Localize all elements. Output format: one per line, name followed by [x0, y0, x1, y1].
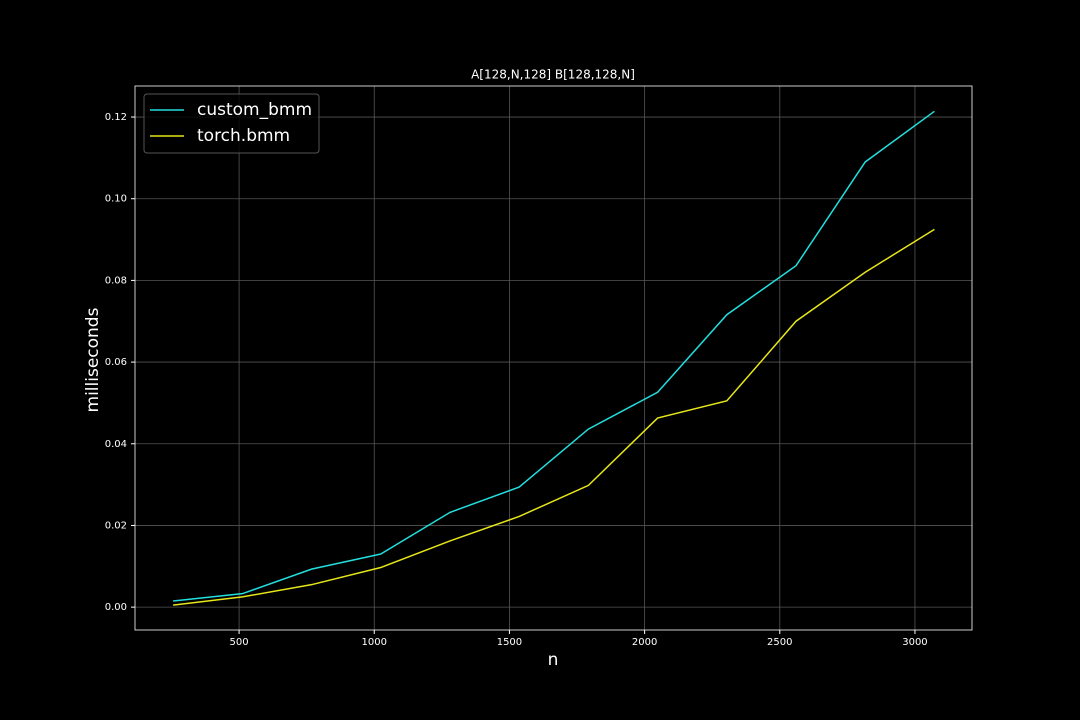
y-tick-label: 0.02 — [105, 520, 127, 531]
x-axis-label: n — [548, 650, 559, 670]
y-tick-label: 0.04 — [105, 439, 127, 450]
legend-box — [143, 93, 320, 154]
y-tick-label: 0.08 — [105, 275, 127, 286]
series-line — [173, 228, 935, 606]
legend-label: torch.bmm — [197, 126, 290, 146]
x-tick-label: 2500 — [767, 637, 792, 648]
y-axis-label: milliseconds — [83, 307, 103, 412]
series-line — [173, 110, 935, 602]
plot-frame — [134, 85, 973, 631]
y-tick-label: 0.12 — [105, 112, 127, 123]
y-tick-label: 0.10 — [105, 194, 127, 205]
x-tick-label: 1500 — [497, 637, 522, 648]
chart-title: A[128,N,128] B[128,128,N] — [471, 68, 635, 82]
x-tick-label: 2000 — [632, 637, 657, 648]
x-tick-label: 1000 — [362, 637, 387, 648]
x-tick-label: 3000 — [902, 637, 927, 648]
y-tick-label: 0.06 — [105, 357, 127, 368]
x-tick-label: 500 — [230, 637, 249, 648]
legend-label: custom_bmm — [197, 100, 312, 120]
y-tick-label: 0.00 — [105, 602, 127, 613]
